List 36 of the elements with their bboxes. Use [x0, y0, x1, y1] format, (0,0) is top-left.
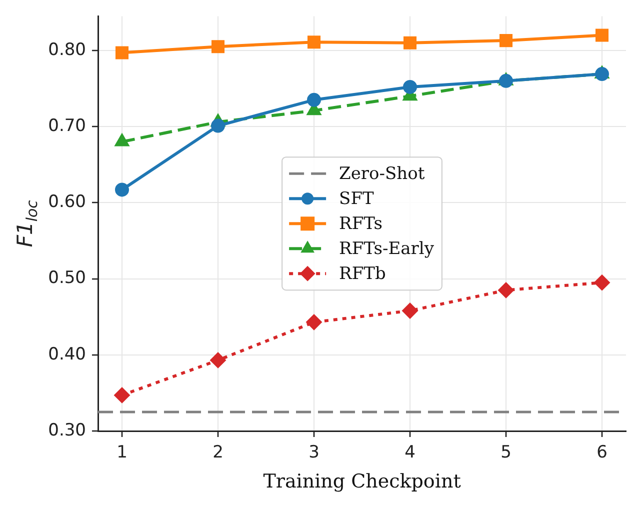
point — [114, 387, 130, 404]
point — [403, 36, 417, 50]
legend-label: RFTb — [339, 264, 386, 284]
point — [499, 74, 513, 88]
x-tick-label: 3 — [308, 442, 320, 463]
point — [595, 67, 609, 82]
point — [210, 352, 226, 368]
point — [115, 46, 129, 60]
point — [595, 28, 609, 42]
y-tick-label: 0.70 — [48, 116, 86, 136]
x-tick-label: 1 — [116, 442, 128, 463]
point — [402, 302, 418, 319]
point — [115, 182, 129, 197]
y-tick-label: 0.40 — [48, 344, 86, 364]
point — [307, 92, 321, 107]
point — [306, 314, 322, 330]
point — [211, 40, 225, 54]
y-tick-label: 0.60 — [48, 192, 86, 212]
x-tick-label: 2 — [212, 442, 224, 463]
x-tick-label: 4 — [404, 442, 416, 463]
x-axis-title: Training Checkpoint — [263, 470, 462, 493]
point — [211, 118, 225, 133]
y-tick-label: 0.50 — [48, 268, 86, 288]
point — [403, 80, 417, 94]
point — [498, 282, 514, 298]
legend-label: RFTs-Early — [339, 239, 434, 260]
legend-label: SFT — [339, 189, 374, 210]
legend-label: RFTs — [339, 214, 382, 234]
x-tick-label: 6 — [596, 442, 608, 463]
x-tick-label: 5 — [500, 442, 512, 463]
y-tick-label: 0.30 — [48, 420, 86, 440]
y-tick-label: 0.80 — [48, 40, 86, 60]
legend-label: Zero-Shot — [339, 164, 425, 184]
point — [594, 274, 610, 291]
point — [499, 34, 513, 48]
point — [307, 36, 321, 49]
